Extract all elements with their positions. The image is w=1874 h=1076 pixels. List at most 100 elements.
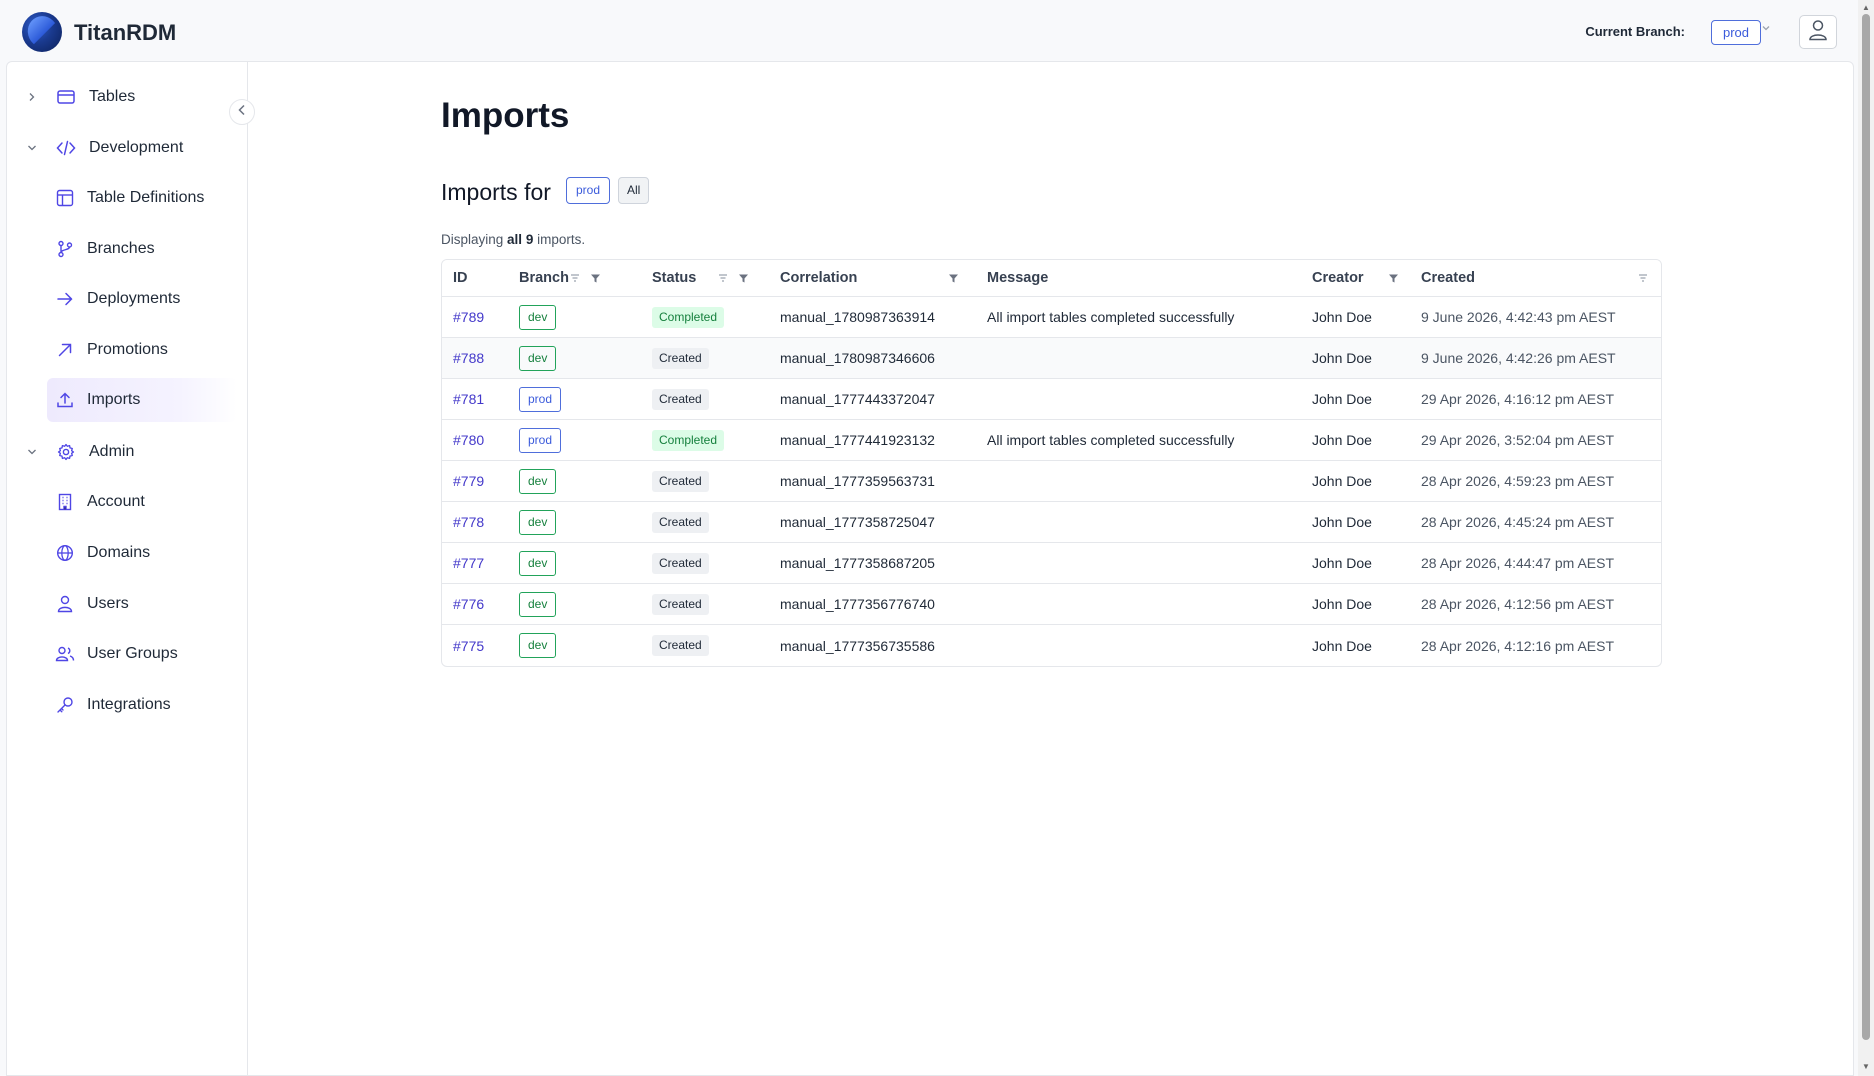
branch-filter-all[interactable]: All bbox=[618, 177, 650, 204]
count-prefix: Displaying bbox=[441, 232, 504, 247]
table-row[interactable]: #781 prod Created manual_1777443372047 John … bbox=[442, 379, 1661, 420]
code-icon bbox=[55, 140, 77, 156]
correlation-cell: manual_1777358725047 bbox=[780, 514, 935, 530]
chevron-down-icon[interactable] bbox=[1761, 22, 1771, 36]
correlation-cell: manual_1777441923132 bbox=[780, 432, 935, 448]
chevron-down-icon bbox=[23, 144, 41, 152]
sidebar-group-label: Tables bbox=[89, 88, 136, 105]
sidebar-item-label: Imports bbox=[87, 391, 141, 408]
arrow-right-icon bbox=[55, 291, 75, 307]
created-cell: 9 June 2026, 4:42:26 pm AEST bbox=[1421, 350, 1616, 366]
sidebar-item-label: Branches bbox=[87, 240, 155, 257]
table-row[interactable]: #789 dev Completed manual_1780987363914 All … bbox=[442, 297, 1661, 338]
result-count-text: Displaying all 9 imports. bbox=[441, 232, 585, 247]
correlation-cell: manual_1777358687205 bbox=[780, 555, 935, 571]
app-name[interactable]: TitanRDM bbox=[74, 20, 177, 45]
sidebar-item-imports[interactable]: Imports bbox=[47, 378, 237, 422]
sidebar-item-user-groups[interactable]: User Groups bbox=[47, 632, 237, 676]
branch-filter-prod[interactable]: prod bbox=[566, 177, 611, 204]
branch-tag: prod bbox=[519, 427, 562, 453]
correlation-cell: manual_1780987363914 bbox=[780, 309, 935, 325]
header-branch[interactable]: Branch bbox=[519, 270, 569, 286]
scroll-thumb[interactable] bbox=[1862, 14, 1870, 1040]
git-branch-icon bbox=[55, 240, 75, 258]
sidebar-group-admin[interactable]: Admin bbox=[7, 437, 134, 467]
sidebar: Tables Development Table Definitions Bra… bbox=[7, 62, 255, 1075]
table-row[interactable]: #776 dev Created manual_1777356776740 John D… bbox=[442, 584, 1661, 625]
import-id-link[interactable]: #789 bbox=[453, 309, 485, 325]
sidebar-item-domains[interactable]: Domains bbox=[47, 531, 237, 575]
sidebar-item-label: Promotions bbox=[87, 341, 168, 358]
import-id-link[interactable]: #788 bbox=[453, 350, 485, 366]
top-bar: TitanRDM Current Branch: prod bbox=[0, 0, 1858, 61]
filter-icon[interactable] bbox=[590, 260, 601, 296]
sidebar-item-integrations[interactable]: Integrations bbox=[47, 683, 237, 727]
table-row[interactable]: #778 dev Created manual_1777358725047 John D… bbox=[442, 502, 1661, 543]
sidebar-item-users[interactable]: Users bbox=[47, 582, 237, 626]
key-icon bbox=[55, 696, 75, 714]
sort-icon[interactable] bbox=[1638, 260, 1648, 296]
table-row[interactable]: #777 dev Created manual_1777358687205 John D… bbox=[442, 543, 1661, 584]
table-header-row: ID Branch Status Correlation bbox=[442, 260, 1661, 297]
sidebar-item-branches[interactable]: Branches bbox=[47, 227, 237, 271]
branch-tag: dev bbox=[519, 550, 557, 576]
header-correlation[interactable]: Correlation bbox=[780, 270, 858, 286]
sidebar-group-label: Admin bbox=[89, 443, 135, 460]
table-row[interactable]: #775 dev Created manual_1777356735586 John D… bbox=[442, 625, 1661, 666]
app-shell: Tables Development Table Definitions Bra… bbox=[6, 61, 1854, 1076]
user-menu-button[interactable] bbox=[1799, 15, 1837, 49]
app-logo[interactable] bbox=[22, 12, 62, 52]
header-status[interactable]: Status bbox=[652, 270, 697, 286]
creator-cell: John Doe bbox=[1312, 637, 1372, 654]
status-badge: Created bbox=[652, 347, 709, 369]
sidebar-item-account[interactable]: Account bbox=[47, 480, 237, 524]
header-created[interactable]: Created bbox=[1421, 270, 1475, 286]
count-value: 9 bbox=[525, 232, 534, 247]
table-icon bbox=[55, 89, 77, 105]
current-branch-select[interactable]: prod bbox=[1711, 20, 1762, 45]
sidebar-item-label: Account bbox=[87, 493, 145, 510]
sidebar-group-development[interactable]: Development bbox=[7, 133, 183, 163]
sidebar-group-tables[interactable]: Tables bbox=[7, 82, 135, 112]
table-row[interactable]: #779 dev Created manual_1777359563731 John D… bbox=[442, 461, 1661, 502]
table-row[interactable]: #780 prod Completed manual_1777441923132 All… bbox=[442, 420, 1661, 461]
sort-icon[interactable] bbox=[570, 260, 580, 296]
chevron-down-icon bbox=[23, 448, 41, 456]
import-id-link[interactable]: #781 bbox=[453, 391, 485, 407]
created-cell: 29 Apr 2026, 3:52:04 pm AEST bbox=[1421, 432, 1615, 448]
status-badge: Completed bbox=[652, 429, 725, 451]
scroll-up-arrow[interactable]: ▲ bbox=[1862, 3, 1870, 12]
sidebar-item-label: Deployments bbox=[87, 290, 181, 307]
filter-icon[interactable] bbox=[948, 260, 959, 296]
import-id-link[interactable]: #779 bbox=[453, 473, 485, 489]
creator-cell: John Doe bbox=[1312, 309, 1372, 325]
table-row[interactable]: #788 dev Created manual_1780987346606 John D… bbox=[442, 338, 1661, 379]
sidebar-item-label: Integrations bbox=[87, 696, 171, 713]
filter-icon[interactable] bbox=[738, 260, 749, 296]
sidebar-item-label: Users bbox=[87, 595, 129, 612]
filter-icon[interactable] bbox=[1388, 260, 1399, 296]
creator-cell: John Doe bbox=[1312, 514, 1372, 530]
import-id-link[interactable]: #780 bbox=[453, 432, 485, 448]
import-id-link[interactable]: #775 bbox=[453, 637, 485, 654]
correlation-cell: manual_1777356776740 bbox=[780, 596, 935, 612]
sidebar-item-table-definitions[interactable]: Table Definitions bbox=[47, 176, 237, 220]
table-grid-icon bbox=[55, 189, 75, 207]
header-creator[interactable]: Creator bbox=[1312, 270, 1364, 286]
header-message[interactable]: Message bbox=[987, 270, 1049, 286]
page-scrollbar[interactable]: ▲ ▼ bbox=[1858, 0, 1874, 1076]
message-cell: All import tables completed successfully bbox=[987, 432, 1235, 448]
import-id-link[interactable]: #776 bbox=[453, 596, 485, 612]
sidebar-item-promotions[interactable]: Promotions bbox=[47, 328, 237, 372]
header-id[interactable]: ID bbox=[453, 270, 468, 286]
sort-icon[interactable] bbox=[718, 260, 728, 296]
sidebar-item-deployments[interactable]: Deployments bbox=[47, 277, 237, 321]
imports-table: ID Branch Status Correlation bbox=[441, 259, 1662, 667]
status-badge: Completed bbox=[652, 306, 725, 328]
collapse-sidebar-button[interactable] bbox=[229, 99, 255, 125]
import-id-link[interactable]: #778 bbox=[453, 514, 485, 530]
scroll-down-arrow[interactable]: ▼ bbox=[1862, 1062, 1870, 1071]
created-cell: 28 Apr 2026, 4:12:16 pm AEST bbox=[1421, 637, 1615, 654]
import-id-link[interactable]: #777 bbox=[453, 555, 485, 571]
chevron-left-icon bbox=[237, 103, 247, 121]
